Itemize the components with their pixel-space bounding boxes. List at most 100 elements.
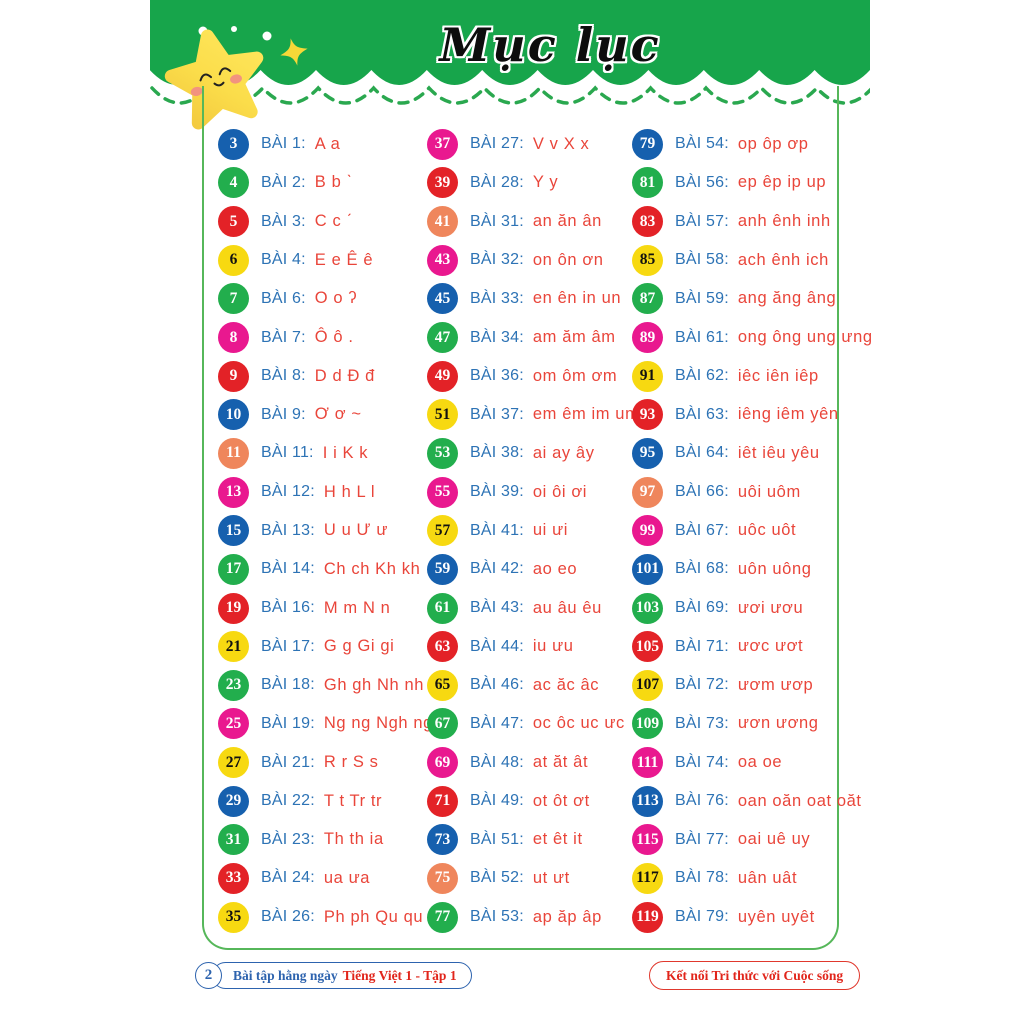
toc-row: 3 BÀI 1: A a xyxy=(218,125,443,164)
lesson-label: BÀI 71: xyxy=(675,637,729,655)
lesson-content: U u Ư ư xyxy=(323,521,389,540)
lesson-label: BÀI 64: xyxy=(675,444,729,462)
lesson-content: Gh gh Nh nh xyxy=(323,675,425,694)
lesson-content: om ôm ơm xyxy=(532,366,618,385)
lesson-label: BÀI 12: xyxy=(261,483,315,501)
page-number-badge: 8 xyxy=(218,322,249,354)
page-number-badge: 69 xyxy=(427,747,458,779)
lesson-content: uôc uôt xyxy=(737,521,797,540)
lesson-label: BÀI 63: xyxy=(675,405,729,423)
white-dot xyxy=(262,31,272,41)
toc-row: 57 BÀI 41: ui ưi xyxy=(427,511,639,550)
toc-row: 81 BÀI 56: ep êp ip up xyxy=(632,164,873,203)
lesson-label: BÀI 32: xyxy=(470,251,524,269)
lesson-content: oai uê uy xyxy=(737,830,811,849)
lesson-content: ang ăng âng xyxy=(737,289,837,308)
toc-row: 6 BÀI 4: E e Ê ê xyxy=(218,241,443,280)
dashed-wave-line xyxy=(150,85,870,105)
lesson-content: uôi uôm xyxy=(737,482,801,501)
toc-row: 47 BÀI 34: am ăm âm xyxy=(427,318,639,357)
toc-row: 99 BÀI 67: uôc uôt xyxy=(632,511,873,550)
lesson-content: Y y xyxy=(532,173,559,192)
toc-row: 33 BÀI 24: ua ưa xyxy=(218,859,443,898)
page-number-badge: 91 xyxy=(632,360,663,392)
lesson-label: BÀI 22: xyxy=(261,792,315,810)
page-number-badge: 103 xyxy=(632,592,663,624)
lesson-label: BÀI 72: xyxy=(675,676,729,694)
lesson-label: BÀI 19: xyxy=(261,714,315,732)
toc-row: 4 BÀI 2: B b ˋ xyxy=(218,164,443,203)
lesson-label: BÀI 41: xyxy=(470,521,524,539)
page-number-badge: 51 xyxy=(427,399,458,431)
page-number-badge: 117 xyxy=(632,862,663,894)
toc-row: 51 BÀI 37: em êm im um xyxy=(427,395,639,434)
lesson-label: BÀI 68: xyxy=(675,560,729,578)
toc-row: 61 BÀI 43: au âu êu xyxy=(427,589,639,628)
lesson-content: en ên in un xyxy=(532,289,622,308)
lesson-content: ut ưt xyxy=(532,868,570,887)
page-number-badge: 75 xyxy=(427,862,458,894)
page-number-badge: 111 xyxy=(632,747,663,779)
lesson-label: BÀI 79: xyxy=(675,908,729,926)
lesson-content: et êt it xyxy=(532,830,583,849)
lesson-content: H h L l xyxy=(323,482,376,501)
lesson-label: BÀI 39: xyxy=(470,483,524,501)
toc-row: 77 BÀI 53: ap ăp âp xyxy=(427,898,639,937)
lesson-label: BÀI 17: xyxy=(261,637,315,655)
page-number-badge: 55 xyxy=(427,476,458,508)
lesson-label: BÀI 61: xyxy=(675,328,729,346)
lesson-content: Ng ng Ngh ngh xyxy=(323,714,443,733)
toc-row: 107 BÀI 72: ươm ươp xyxy=(632,666,873,705)
toc-row: 15 BÀI 13: U u Ư ư xyxy=(218,511,443,550)
page-number-badge: 29 xyxy=(218,785,249,817)
page-number-badge: 11 xyxy=(218,437,249,469)
lesson-content: A a xyxy=(314,134,341,153)
lesson-content: Ph ph Qu qu xyxy=(323,907,424,926)
page-number-badge: 19 xyxy=(218,592,249,624)
lesson-label: BÀI 34: xyxy=(470,328,524,346)
lesson-content: iêc iên iêp xyxy=(737,366,819,385)
page-number-badge: 73 xyxy=(427,824,458,856)
lesson-label: BÀI 38: xyxy=(470,444,524,462)
lesson-label: BÀI 24: xyxy=(261,869,315,887)
page-number-badge: 27 xyxy=(218,747,249,779)
lesson-label: BÀI 46: xyxy=(470,676,524,694)
lesson-label: BÀI 26: xyxy=(261,908,315,926)
lesson-content: E e Ê ê xyxy=(314,250,374,269)
toc-row: 101 BÀI 68: uôn uông xyxy=(632,550,873,589)
footer-book-volume: Tiếng Việt 1 - Tập 1 xyxy=(342,967,457,983)
toc-row: 75 BÀI 52: ut ưt xyxy=(427,859,639,898)
page-number-badge: 65 xyxy=(427,669,458,701)
lesson-content: R r S s xyxy=(323,753,379,772)
lesson-label: BÀI 57: xyxy=(675,212,729,230)
lesson-label: BÀI 2: xyxy=(261,173,306,191)
lesson-label: BÀI 36: xyxy=(470,367,524,385)
lesson-content: oi ôi ơi xyxy=(532,482,588,501)
lesson-label: BÀI 28: xyxy=(470,173,524,191)
page-number-badge: 35 xyxy=(218,901,249,933)
lesson-content: op ôp ơp xyxy=(737,134,809,153)
lesson-content: ong ông ung ưng xyxy=(737,328,873,347)
toc-row: 95 BÀI 64: iêt iêu yêu xyxy=(632,434,873,473)
page-number-badge: 39 xyxy=(427,167,458,199)
lesson-content: iêt iêu yêu xyxy=(737,443,820,462)
page-number-badge: 17 xyxy=(218,553,249,585)
lesson-label: BÀI 14: xyxy=(261,560,315,578)
lesson-label: BÀI 3: xyxy=(261,212,306,230)
page-number-badge: 113 xyxy=(632,785,663,817)
lesson-content: B b ˋ xyxy=(314,173,353,192)
lesson-content: Th th ia xyxy=(323,830,384,849)
lesson-content: ep êp ip up xyxy=(737,173,827,192)
lesson-content: G g Gi gi xyxy=(323,637,395,656)
lesson-label: BÀI 77: xyxy=(675,830,729,848)
lesson-content: ai ay ây xyxy=(532,443,595,462)
header-green-wave xyxy=(150,0,870,85)
lesson-label: BÀI 53: xyxy=(470,908,524,926)
page-number-badge: 6 xyxy=(218,244,249,276)
lesson-content: O o ʔ xyxy=(314,289,358,308)
page-number-badge: 7 xyxy=(218,283,249,315)
page-number-badge: 63 xyxy=(427,631,458,663)
page-number-badge: 41 xyxy=(427,206,458,238)
page-number-badge: 101 xyxy=(632,553,663,585)
lesson-content: ươi ươu xyxy=(737,598,804,617)
